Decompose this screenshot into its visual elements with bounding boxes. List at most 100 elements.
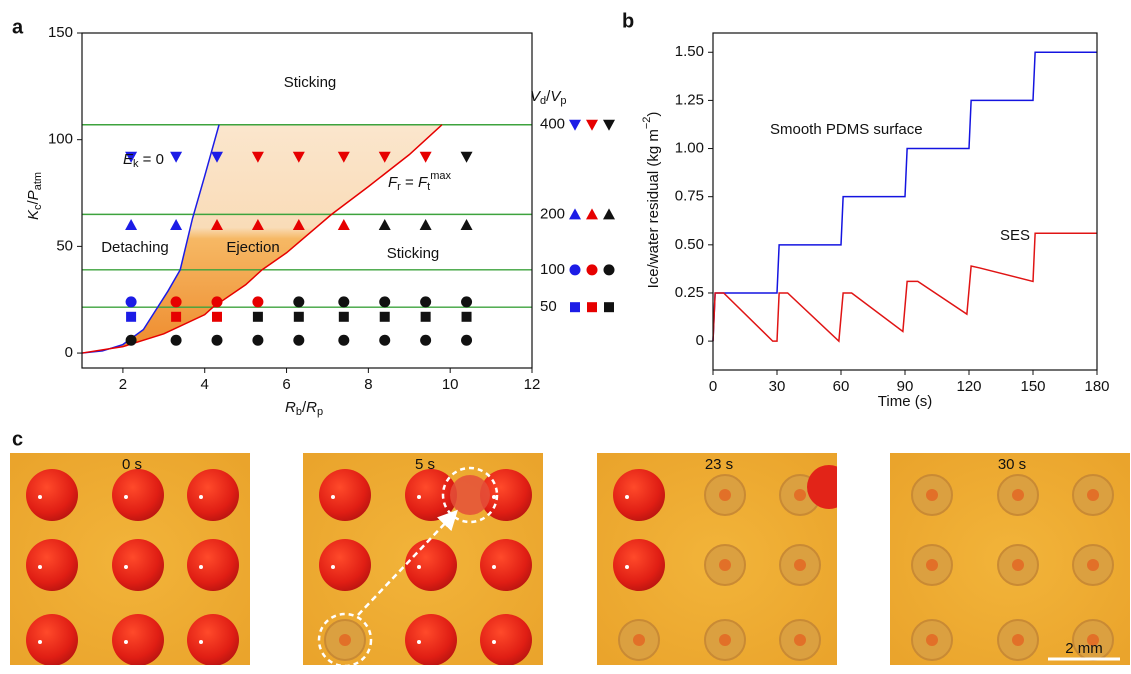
point: [378, 151, 391, 163]
scale-bar-label: 2 mm: [1065, 640, 1103, 657]
point: [338, 311, 349, 322]
y-tick-label: 1.25: [675, 91, 704, 108]
droplet: [480, 614, 532, 665]
point: [292, 151, 305, 163]
highlight: [38, 495, 42, 499]
point: [211, 219, 223, 231]
droplet: [26, 539, 78, 591]
point: [420, 296, 432, 308]
text-part: F: [418, 174, 428, 191]
photo: [890, 453, 1130, 665]
text-part: c: [32, 204, 44, 210]
legend-marker: [586, 119, 598, 131]
point: [379, 311, 390, 322]
x-axis-label: Time (s): [878, 393, 932, 410]
point: [420, 311, 431, 322]
text-part: = 0: [139, 151, 164, 168]
point: [170, 296, 182, 308]
droplet: [112, 539, 164, 591]
point: [126, 311, 137, 322]
pillar-center: [1012, 559, 1024, 571]
text-part: b: [296, 406, 302, 418]
legend-marker: [569, 119, 581, 131]
point: [293, 334, 305, 346]
pillar-center: [339, 634, 351, 646]
x-tick-label: 60: [833, 378, 850, 395]
y-tick-label: 0.50: [675, 236, 704, 253]
line: [712, 232, 1097, 343]
point: [170, 219, 183, 231]
pillar-center: [1087, 634, 1099, 646]
y-axis-label: Kc/Patm: [25, 172, 44, 220]
photo: [10, 453, 250, 665]
frame-time: 5 s: [415, 456, 435, 473]
point: [125, 296, 137, 308]
text-part: ): [645, 112, 662, 117]
text-part: R: [306, 399, 317, 416]
droplet: [319, 469, 371, 521]
highlight: [417, 565, 421, 569]
highlight: [417, 495, 421, 499]
panel-label: b: [622, 10, 634, 32]
point: [211, 334, 223, 346]
point: [461, 311, 472, 322]
curve-label: Fr = Ftmax: [388, 170, 451, 193]
point: [125, 151, 138, 163]
droplet: [26, 614, 78, 665]
text-part: E: [123, 151, 134, 168]
text-part: V: [530, 88, 542, 105]
point: [461, 334, 473, 346]
pillar-center: [794, 559, 806, 571]
region-label: Sticking: [284, 74, 337, 91]
text-part: /: [25, 199, 42, 204]
y-tick-label: 50: [56, 237, 73, 254]
highlight-circle: [441, 466, 499, 524]
region-label: Detaching: [101, 239, 169, 256]
point: [379, 296, 391, 308]
highlight: [492, 640, 496, 644]
pillar-center: [1012, 634, 1024, 646]
highlight: [38, 640, 42, 644]
point: [251, 151, 264, 163]
y-tick-label: 1.50: [675, 43, 704, 60]
text-part: /: [302, 399, 307, 416]
text-part: r: [397, 181, 401, 193]
point: [125, 334, 137, 346]
pillar-center: [1012, 489, 1024, 501]
x-tick-label: 30: [769, 378, 786, 395]
highlight: [331, 565, 335, 569]
legend-marker: [570, 302, 580, 313]
frame-time: 0 s: [122, 456, 142, 473]
droplet: [112, 614, 164, 665]
point: [251, 219, 264, 231]
plot-frame: [81, 32, 533, 369]
text-part: k: [133, 158, 139, 170]
highlight: [625, 495, 629, 499]
x-tick-label: 120: [956, 378, 981, 395]
point: [252, 334, 264, 346]
point: [252, 311, 263, 322]
y-tick-label: 100: [48, 131, 73, 148]
droplet: [319, 539, 371, 591]
text-part: K: [25, 209, 42, 220]
pillar-center: [633, 634, 645, 646]
photo: [303, 453, 543, 665]
plot-frame: [712, 32, 1098, 371]
droplet: [480, 539, 532, 591]
highlight: [199, 565, 203, 569]
text-part: /: [546, 88, 551, 105]
text-part: Ice/water residual (kg m: [645, 129, 662, 288]
region-label: Ejection: [226, 239, 279, 256]
y-axis-label: Ice/water residual (kg m−2): [641, 112, 662, 289]
boundary-curve: [81, 124, 443, 354]
highlight: [199, 640, 203, 644]
text-part: P: [25, 190, 42, 200]
point: [460, 219, 473, 231]
droplet: [405, 469, 457, 521]
pillar-center: [794, 634, 806, 646]
point: [338, 296, 350, 308]
frame-time: 30 s: [998, 456, 1026, 473]
x-tick-label: 6: [282, 376, 290, 393]
y-tick-label: 0.75: [675, 188, 704, 205]
